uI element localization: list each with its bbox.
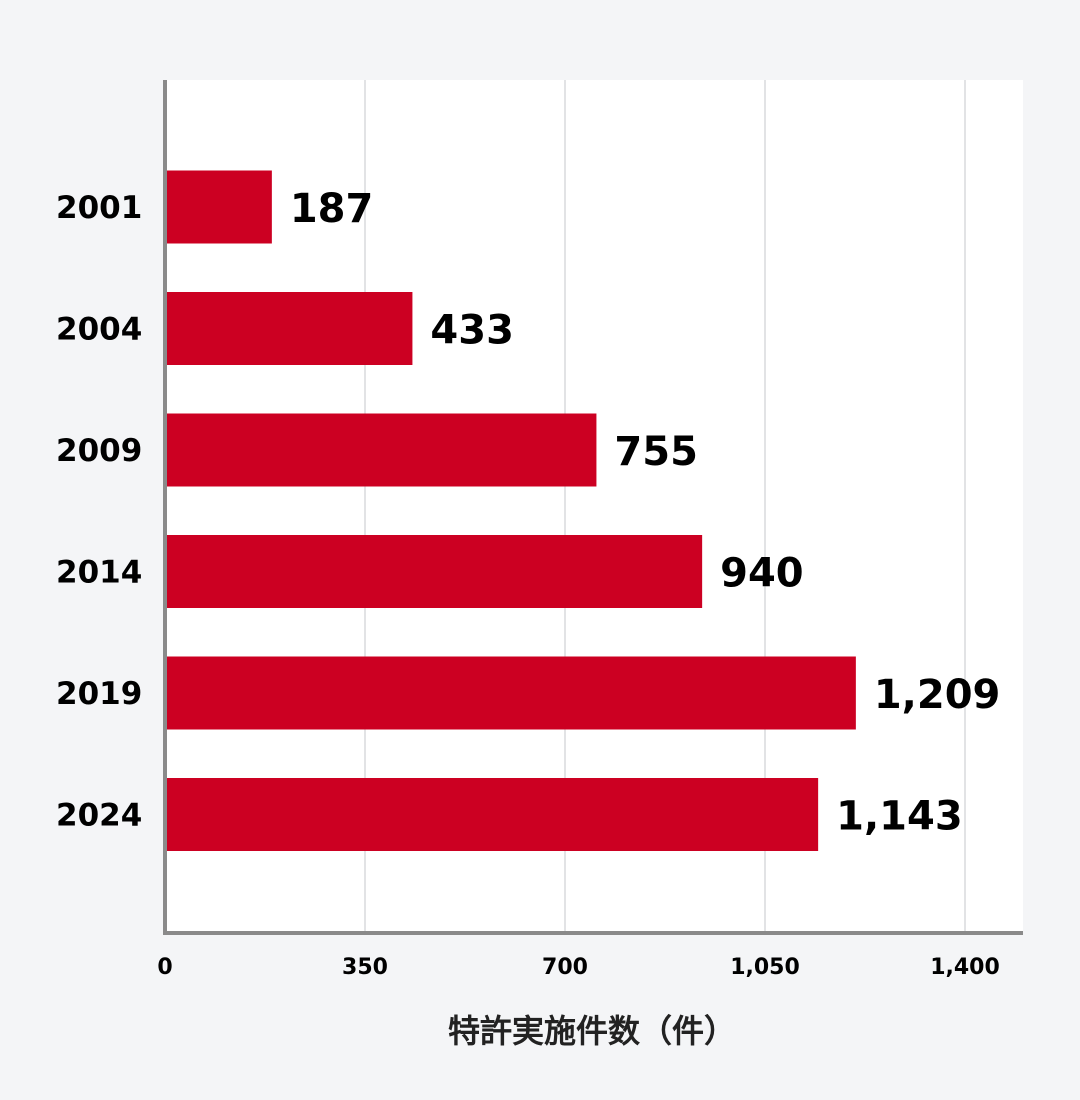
x-tick-label: 1,050: [730, 955, 800, 980]
y-category-label: 2001: [56, 190, 142, 226]
bar-value-label: 433: [430, 308, 514, 354]
y-category-label: 2019: [56, 676, 142, 712]
axes: [163, 80, 1023, 935]
labels: 0 350 700 1,050 1,400 2001 187 2004 433 2009 755 20…: [56, 186, 1000, 980]
y-category-label: 2009: [56, 433, 142, 469]
bar-value-label: 940: [720, 551, 804, 597]
y-category-label: 2014: [56, 555, 142, 591]
x-tick-label: 350: [342, 955, 388, 980]
bar: [167, 292, 413, 365]
x-tick-label: 0: [157, 955, 172, 980]
x-axis-title: 特許実施件数（件）: [448, 1012, 736, 1050]
bar: [167, 778, 819, 851]
bar: [167, 413, 597, 487]
y-category-label: 2004: [56, 312, 142, 348]
bar: [167, 535, 703, 608]
x-tick-label: 700: [542, 955, 588, 980]
bar-value-label: 1,143: [836, 794, 963, 840]
y-category-label: 2024: [56, 798, 142, 834]
bar: [167, 656, 856, 730]
bar: [167, 170, 272, 244]
bar-value-label: 187: [290, 186, 374, 232]
bar-value-label: 755: [614, 429, 698, 475]
bar-value-label: 1,209: [874, 672, 1001, 718]
x-tick-label: 1,400: [930, 955, 1000, 980]
bars: [167, 170, 856, 851]
